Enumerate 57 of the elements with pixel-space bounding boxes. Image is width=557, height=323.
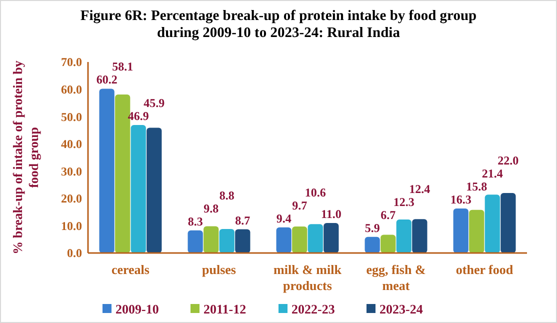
y-tick-label: 20.0 [61,192,82,206]
y-tick-label: 70.0 [61,55,82,70]
data-label: 10.6 [304,185,326,200]
data-label: 21.4 [482,166,503,181]
data-label: 45.9 [144,96,165,110]
bar [412,219,428,253]
bar [484,194,500,253]
data-label: 15.8 [466,180,488,194]
bar [292,226,308,253]
data-label: 9.4 [276,211,292,226]
x-tick-label: egg, fish & meat [366,262,426,293]
bar [188,230,203,253]
data-label: 58.1 [112,60,134,74]
bar [324,222,339,253]
bar [146,128,162,253]
data-label: 16.3 [450,192,472,207]
bar [396,219,412,253]
legend-label: 2011-12 [204,302,246,317]
legend-label: 2022-23 [292,302,336,317]
bar [219,228,234,253]
bar [380,234,396,253]
y-tick-label: 10.0 [61,218,82,233]
chart-title: Figure 6R: Percentage break-up of protein intake by food group during 2009-10 to 2023-24: Rural India [80,8,477,41]
data-label: 5.9 [364,220,380,235]
x-tick-label: other food [456,262,514,277]
y-axis-title: % break-up of intake of protein by food group [10,60,41,254]
data-label: 8.8 [219,188,234,202]
data-label: 9.8 [204,201,219,216]
x-tick-label: milk & milk products [274,262,342,293]
y-tick-label: 40.0 [61,137,82,152]
data-label: 60.2 [96,72,118,87]
x-tick-label: pulses [202,262,236,277]
bar [364,236,380,253]
bar [276,227,292,253]
y-tick-label: 60.0 [61,82,82,96]
bar [500,192,516,253]
bar [453,208,468,253]
data-label: 6.7 [380,208,396,222]
x-tick-label: cereals [111,262,150,277]
y-tick-label: 30.0 [61,164,82,178]
legend-label: 2023-24 [380,302,424,317]
bar [235,229,250,253]
bar [204,226,219,253]
legend-label: 2009-10 [116,302,159,317]
data-label: 9.7 [292,198,308,212]
bar [99,88,114,253]
data-label: 8.3 [188,214,203,228]
bar [469,210,484,253]
data-label: 22.0 [498,154,519,168]
data-label: 11.0 [320,206,342,221]
y-tick-label: 0.0 [67,246,82,260]
data-label: 8.7 [235,213,250,228]
bar [308,224,323,253]
bar [130,125,146,253]
data-label: 12.4 [409,182,430,196]
y-tick-label: 50.0 [61,110,82,124]
data-label: 12.3 [393,194,414,209]
